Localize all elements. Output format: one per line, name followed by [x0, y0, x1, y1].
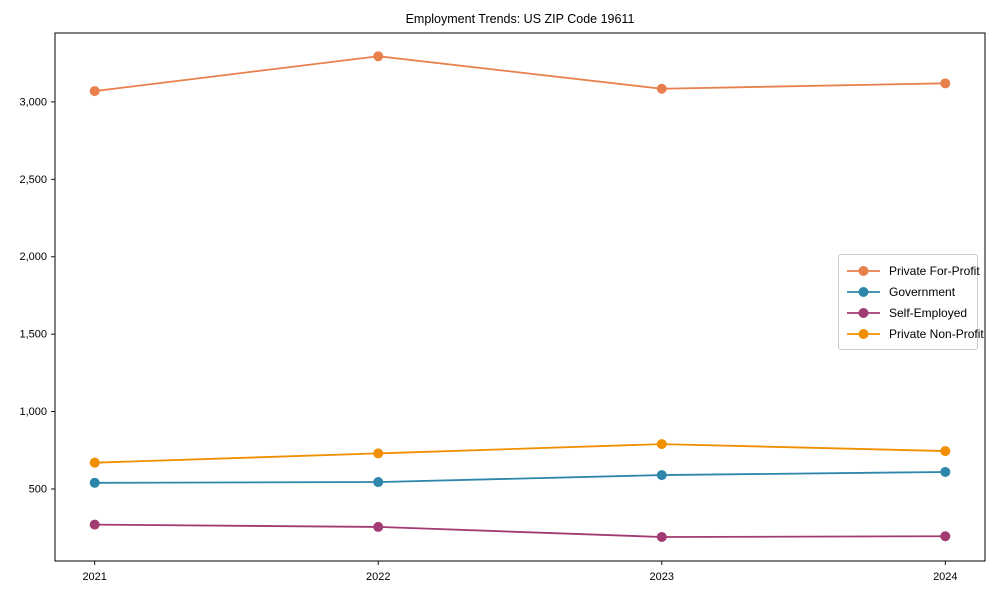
legend: Private For-Profit Government Self-Employe…	[838, 254, 984, 350]
data-point-private-for-profit	[940, 78, 951, 89]
legend-label: Government	[889, 284, 956, 299]
data-point-private-non-profit	[940, 446, 951, 457]
y-tick-label: 2,000	[19, 251, 47, 263]
x-tick-label: 2021	[82, 571, 106, 583]
legend-item: Private Non-Profit	[847, 323, 984, 344]
legend-marker	[847, 286, 880, 297]
legend-marker	[847, 307, 880, 318]
data-point-private-for-profit	[89, 86, 100, 97]
series-line-self-employed	[94, 523, 946, 538]
x-tick-label: 2023	[650, 571, 674, 583]
data-point-private-for-profit	[656, 83, 667, 94]
series-line-private-non-profit	[94, 443, 946, 464]
data-point-self-employed	[940, 531, 951, 542]
data-point-private-non-profit	[656, 439, 667, 450]
series-line-private-for-profit	[94, 55, 946, 92]
data-point-private-for-profit	[373, 51, 384, 62]
y-tick-label: 1,500	[19, 329, 47, 341]
data-point-self-employed	[89, 519, 100, 530]
y-tick-label: 500	[29, 484, 47, 496]
legend-item: Government	[847, 281, 969, 302]
data-point-government	[89, 477, 100, 488]
data-point-government	[940, 466, 951, 477]
plot-border	[54, 32, 986, 562]
data-point-private-non-profit	[373, 448, 384, 459]
legend-marker	[847, 265, 880, 276]
y-tick-label: 2,500	[19, 174, 47, 186]
legend-marker	[847, 328, 880, 339]
data-point-self-employed	[656, 532, 667, 542]
legend-label: Self-Employed	[889, 305, 968, 320]
x-tick-label: 2022	[366, 571, 390, 583]
y-tick-label: 1,000	[19, 406, 47, 418]
data-point-government	[373, 477, 384, 488]
data-point-self-employed	[373, 521, 384, 532]
legend-label: Private Non-Profit	[889, 326, 984, 341]
legend-item: Private For-Profit	[847, 260, 980, 281]
legend-item: Self-Employed	[847, 302, 969, 323]
x-tick-label: 2024	[933, 571, 957, 583]
chart-title: Employment Trends: US ZIP Code 19611	[405, 12, 635, 26]
data-point-private-non-profit	[89, 457, 100, 468]
data-point-government	[656, 470, 667, 481]
series-line-government	[94, 471, 946, 484]
legend-label: Private For-Profit	[889, 263, 980, 278]
y-tick-label: 3,000	[19, 96, 47, 108]
